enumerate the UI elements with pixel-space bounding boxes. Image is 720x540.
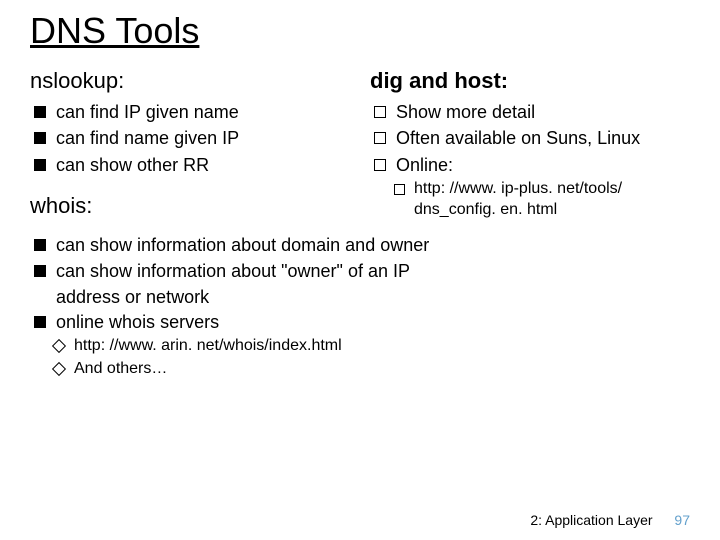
slide-title: DNS Tools xyxy=(30,10,690,52)
whois-section: can show information about domain and ow… xyxy=(30,233,690,380)
left-column: nslookup: can find IP given name can fin… xyxy=(30,68,350,225)
list-item: can show other RR xyxy=(30,153,350,177)
list-item: Show more detail xyxy=(370,100,690,124)
list-item: can find name given IP xyxy=(30,126,350,150)
list-item-continuation: address or network xyxy=(30,285,690,309)
list-item: can show information about domain and ow… xyxy=(30,233,690,257)
slide-footer: 2: Application Layer 97 xyxy=(530,512,690,528)
list-item: can find IP given name xyxy=(30,100,350,124)
dighost-sublist: http: //www. ip-plus. net/tools/ dns_con… xyxy=(370,179,690,221)
whois-list: can show information about domain and ow… xyxy=(30,233,690,284)
list-item: And others… xyxy=(30,359,690,380)
right-column: dig and host: Show more detail Often ava… xyxy=(370,68,690,225)
whois-sublist: http: //www. arin. net/whois/index.html … xyxy=(30,336,690,380)
list-item: http: //www. ip-plus. net/tools/ dns_con… xyxy=(370,179,690,221)
dighost-heading: dig and host: xyxy=(370,68,690,94)
list-item: can show information about "owner" of an… xyxy=(30,259,690,283)
nslookup-list: can find IP given name can find name giv… xyxy=(30,100,350,177)
footer-section: 2: Application Layer xyxy=(530,512,652,528)
list-item: Online: xyxy=(370,153,690,177)
two-column-layout: nslookup: can find IP given name can fin… xyxy=(30,68,690,225)
nslookup-heading: nslookup: xyxy=(30,68,350,94)
list-item: online whois servers xyxy=(30,310,690,334)
list-item: http: //www. arin. net/whois/index.html xyxy=(30,336,690,357)
page-number: 97 xyxy=(674,512,690,528)
whois-heading: whois: xyxy=(30,193,350,219)
dighost-list: Show more detail Often available on Suns… xyxy=(370,100,690,177)
list-item: Often available on Suns, Linux xyxy=(370,126,690,150)
whois-list-cont: online whois servers xyxy=(30,310,690,334)
